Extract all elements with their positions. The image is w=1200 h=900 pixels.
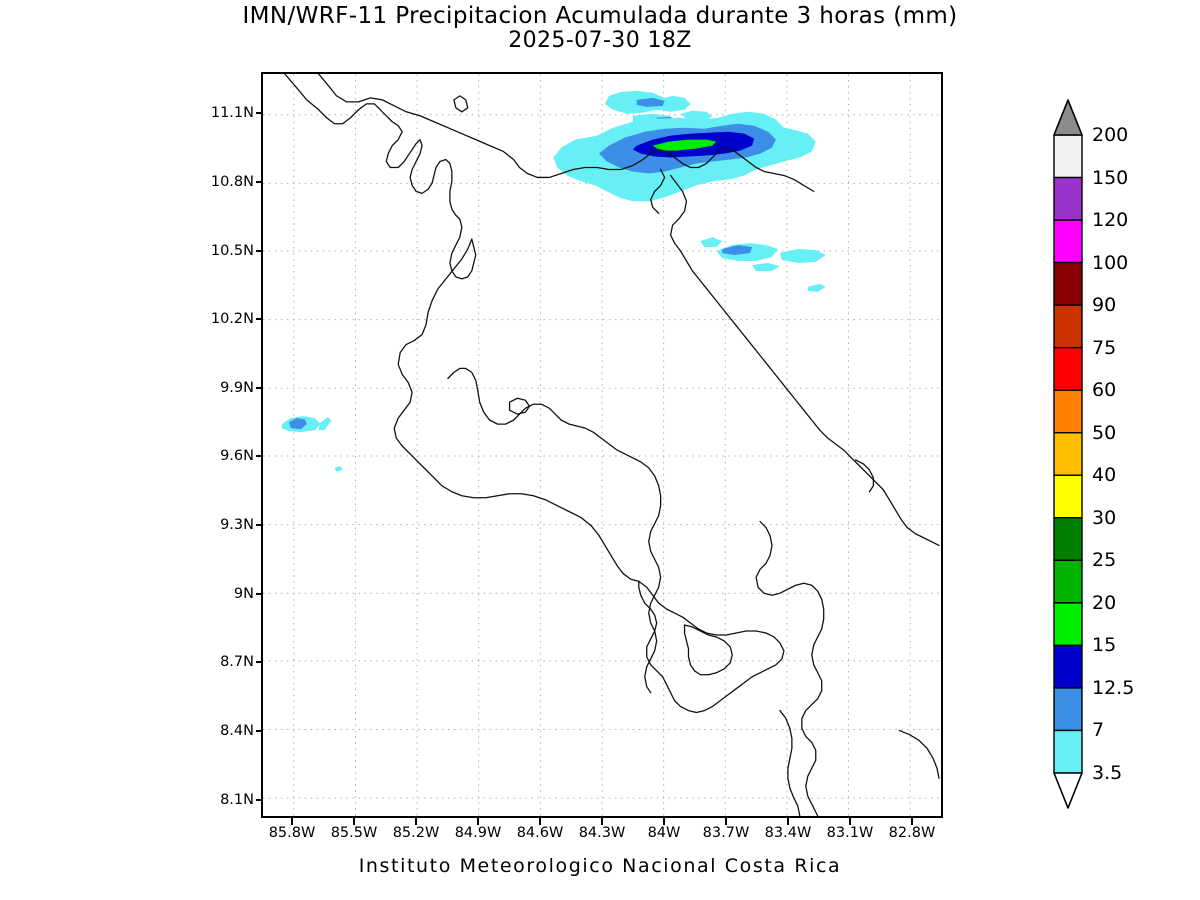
x-tick-mark — [539, 818, 541, 825]
colorbar-band — [1053, 517, 1083, 562]
x-tick-label: 83.1W — [826, 825, 874, 841]
colorbar-band — [1053, 474, 1083, 519]
x-tick-label: 85.8W — [268, 825, 316, 841]
colorbar-band — [1053, 304, 1083, 349]
y-axis-labels: 11.1N 10.8N 10.5N 10.2N 9.9N 9.6N 9.3N 9N 8.7N 8.… — [196, 72, 254, 818]
x-tick-mark — [848, 818, 851, 825]
y-tick-label: 9N — [233, 585, 254, 602]
colorbar-band — [1053, 559, 1083, 604]
y-tick-label: 9.9N — [220, 379, 254, 396]
map-canvas — [263, 74, 941, 816]
y-tick-mark — [256, 661, 263, 664]
colorbar-tick-label: 50 — [1092, 421, 1117, 444]
colorbar-labels: 200 150 120 100 90 75 60 50 40 30 25 20 15 12.5 7 3.5 — [1092, 96, 1192, 812]
colorbar-over-arrow — [1053, 99, 1083, 136]
x-tick-label: 84.3W — [578, 825, 626, 841]
y-tick-label: 10.8N — [210, 173, 254, 190]
y-tick-label: 10.2N — [210, 311, 254, 328]
colorbar-tick-label: 7 — [1092, 719, 1105, 742]
colorbar-tick-label: 75 — [1092, 336, 1117, 359]
y-tick-mark — [256, 455, 263, 458]
y-tick-label: 10.5N — [210, 242, 254, 259]
x-tick-mark — [477, 818, 479, 825]
x-tick-label: 83.7W — [702, 825, 750, 841]
colorbar-band — [1053, 729, 1083, 774]
colorbar-band — [1053, 346, 1083, 391]
precip-band-3.5-7 — [334, 465, 343, 472]
colorbar-tick-label: 12.5 — [1092, 676, 1135, 699]
colorbar-band — [1053, 602, 1083, 647]
colorbar-tick-label: 60 — [1092, 379, 1117, 402]
colorbar-tick-label: 90 — [1092, 294, 1117, 317]
y-tick-label: 11.1N — [210, 105, 254, 122]
colorbar-band — [1053, 644, 1083, 689]
y-tick-mark — [256, 318, 263, 321]
y-tick-mark — [256, 730, 263, 733]
colorbar-band — [1053, 687, 1083, 732]
colorbar-under-arrow — [1053, 772, 1083, 809]
y-tick-mark — [256, 524, 263, 527]
colorbar-tick-label: 120 — [1092, 209, 1129, 232]
y-tick-label: 8.7N — [220, 654, 254, 671]
x-tick-label: 85.2W — [392, 825, 440, 841]
colorbar-band — [1053, 134, 1083, 179]
x-axis-labels: 85.8W 85.5W 85.2W 84.9W 84.6W 84.3W 84W 83.7W 83… — [261, 825, 943, 847]
coastline-and-borders — [284, 74, 940, 816]
x-tick-mark — [724, 818, 727, 825]
y-tick-mark — [256, 112, 263, 115]
colorbar-band — [1053, 176, 1083, 221]
y-axis-ticks — [246, 72, 263, 818]
colorbar-tick-label: 25 — [1092, 549, 1117, 572]
colorbar-band — [1053, 261, 1083, 306]
x-tick-mark — [786, 818, 789, 825]
x-tick-label: 85.5W — [330, 825, 378, 841]
colorbar[interactable] — [1050, 96, 1090, 812]
page-title: IMN/WRF-11 Precipitacion Acumulada duran… — [242, 3, 958, 29]
colorbar-tick-label: 100 — [1092, 251, 1129, 274]
precip-band-3.5-7 — [807, 283, 826, 292]
y-tick-mark — [256, 386, 263, 389]
chart-title-block: IMN/WRF-11 Precipitacion Acumulada duran… — [0, 4, 1200, 53]
map-gridlines — [263, 74, 941, 816]
colorbar-band — [1053, 432, 1083, 476]
colorbar-band — [1053, 389, 1083, 434]
x-tick-mark — [415, 818, 418, 825]
precipitation-contours — [281, 90, 826, 472]
x-tick-mark — [910, 818, 913, 825]
chart-subtitle: 2025-07-30 18Z — [508, 27, 692, 53]
y-tick-label: 8.4N — [220, 723, 254, 740]
colorbar-tick-label: 3.5 — [1092, 762, 1123, 784]
colorbar-tick-label: 200 — [1092, 124, 1129, 146]
y-tick-label: 9.6N — [220, 448, 254, 465]
x-tick-label: 82.8W — [888, 825, 936, 841]
precip-band-7-12.5 — [722, 245, 753, 256]
x-tick-label: 84.6W — [516, 825, 564, 841]
precip-band-15-20 — [652, 139, 717, 151]
colorbar-tick-label: 20 — [1092, 591, 1117, 614]
map-plot-area[interactable] — [261, 72, 943, 818]
footer-credit: Instituto Meteorologico Nacional Costa R… — [358, 855, 842, 877]
x-tick-mark — [353, 818, 356, 825]
colorbar-band — [1053, 219, 1083, 264]
precip-band-7-12.5 — [288, 418, 307, 430]
x-axis-ticks — [261, 818, 943, 828]
y-tick-mark — [256, 249, 263, 252]
y-tick-label: 8.1N — [220, 791, 254, 808]
x-tick-label: 84.9W — [454, 825, 502, 841]
y-tick-mark — [256, 180, 263, 183]
y-tick-mark — [256, 798, 263, 801]
colorbar-tick-label: 40 — [1092, 464, 1117, 487]
x-tick-label: 83.4W — [764, 825, 812, 841]
colorbar-swatches — [1053, 99, 1083, 809]
x-tick-mark — [291, 818, 294, 825]
x-tick-label: 84W — [647, 825, 681, 841]
colorbar-tick-label: 30 — [1092, 506, 1117, 529]
x-tick-mark — [601, 818, 603, 825]
colorbar-tick-label: 150 — [1092, 166, 1129, 189]
x-tick-mark — [662, 818, 665, 825]
colorbar-tick-label: 15 — [1092, 634, 1117, 657]
y-tick-label: 9.3N — [220, 517, 254, 534]
y-tick-mark — [256, 592, 263, 595]
